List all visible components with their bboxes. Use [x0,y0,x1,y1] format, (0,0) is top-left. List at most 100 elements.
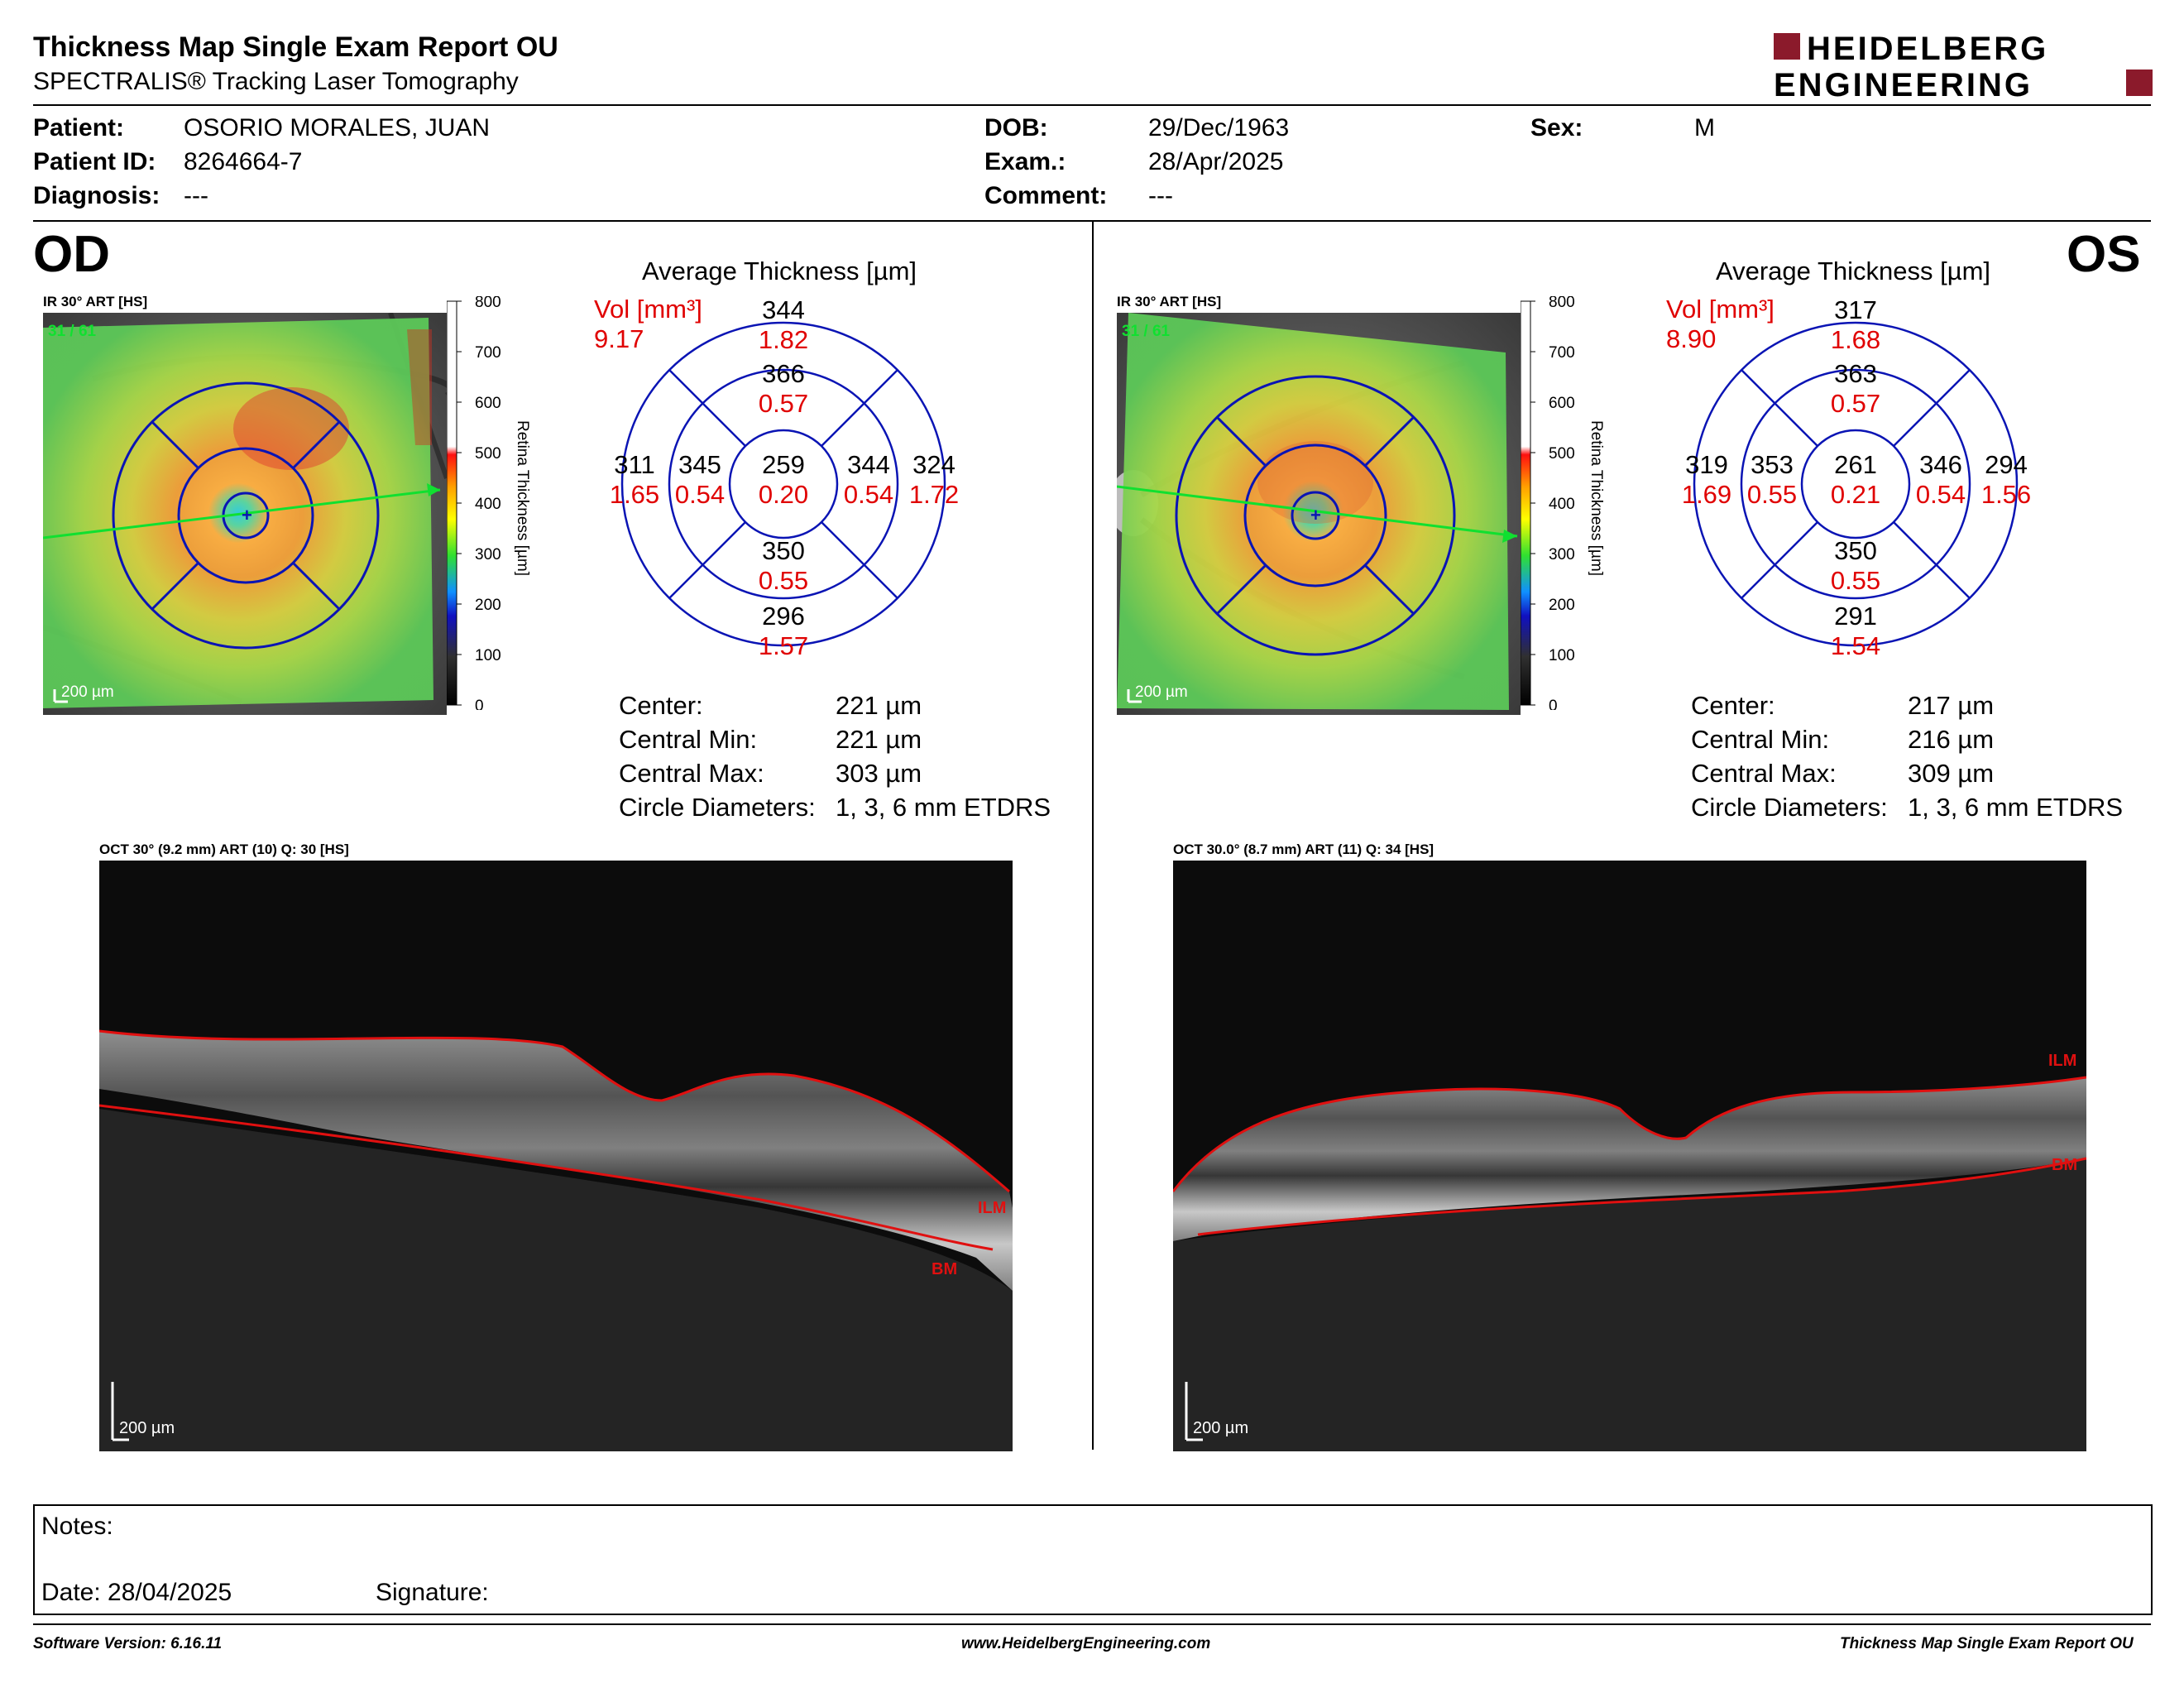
patient-label: Patient: [33,114,125,141]
svg-text:1.57: 1.57 [759,631,808,660]
os-label: OS [2067,226,2141,283]
exam-date: 28/Apr/2025 [1148,148,1284,175]
svg-text:31 / 61: 31 / 61 [1122,323,1171,340]
od-oct-scan: ILM BM 200 µm [98,861,1013,1451]
svg-text:311: 311 [614,450,654,479]
signature-label: Signature: [376,1579,489,1606]
footer-report-title: Thickness Map Single Exam Report OU [1840,1635,2134,1652]
svg-text:31 / 61: 31 / 61 [48,323,97,340]
comment-value: --- [1148,182,1173,209]
heidelberg-logo: HEIDELBERG ENGINEERING [1774,31,2154,103]
svg-text:ILM: ILM [2048,1052,2076,1070]
colorbar-tick-label: 200 [475,597,501,614]
svg-text:259: 259 [762,450,805,479]
svg-text:291: 291 [1834,602,1877,631]
svg-text:1.72: 1.72 [909,480,959,509]
patient-rule [33,220,2151,222]
od-oct-caption: OCT 30° (9.2 mm) ART (10) Q: 30 [HS] [99,842,349,857]
svg-text:344: 344 [847,450,890,479]
notes-date: Date: 28/04/2025 [41,1579,232,1606]
dob-label: DOB: [984,114,1048,141]
software-version: Software Version: 6.16.11 [33,1635,223,1652]
colorbar-tick-label: 600 [1549,395,1575,412]
svg-text:0.54: 0.54 [675,480,725,509]
diagnosis-value: --- [184,182,208,209]
os-avg-title: Average Thickness [µm] [1716,257,1991,285]
svg-text:0.55: 0.55 [759,566,808,595]
svg-text:0.57: 0.57 [1831,389,1880,418]
svg-text:Vol [mm³]: Vol [mm³] [1666,295,1774,324]
eye-divider [1092,222,1094,1450]
notes-label: Notes: [41,1513,113,1540]
sex-value: M [1694,114,1715,141]
svg-text:200 µm: 200 µm [1193,1419,1248,1437]
diagnosis-label: Diagnosis: [33,182,160,209]
colorbar-tick-label: 500 [475,445,501,463]
colorbar-tick-label: 600 [475,395,501,412]
od-ir-caption: IR 30° ART [HS] [43,294,148,309]
colorbar-tick-label: 100 [475,647,501,664]
svg-text:353: 353 [1751,450,1794,479]
od-colorbar: 800 700 600 500 400 300 200 100 0 Retina Thickne… [446,294,538,715]
od-label: OD [33,226,110,283]
svg-text:Retina Thickness [µm]: Retina Thickness [µm] [514,420,531,576]
svg-text:ENGINEERING: ENGINEERING [1774,67,2033,101]
svg-text:0.54: 0.54 [1916,480,1966,509]
svg-text:1.68: 1.68 [1831,325,1880,354]
svg-text:294: 294 [1985,450,2028,479]
os-oct-caption: OCT 30.0° (8.7 mm) ART (11) Q: 34 [HS] [1173,842,1434,857]
report-title: Thickness Map Single Exam Report OU [33,31,558,63]
os-oct-scan: ILM BM 200 µm [1171,861,2087,1451]
colorbar-tick-label: 500 [1549,445,1575,463]
svg-text:0.55: 0.55 [1747,480,1797,509]
svg-text:0.21: 0.21 [1831,480,1880,509]
svg-text:345: 345 [678,450,721,479]
colorbar-tick-label: 700 [1549,344,1575,362]
svg-text:317: 317 [1834,295,1877,324]
notes-box: Notes: Date: 28/04/2025 Signature: [33,1504,2153,1615]
patient-id-label: Patient ID: [33,148,156,175]
svg-text:350: 350 [1834,536,1877,565]
patient-name: OSORIO MORALES, JUAN [184,114,491,141]
svg-text:9.17: 9.17 [594,324,644,353]
colorbar-tick-label: 300 [475,546,501,563]
colorbar-tick-label: 100 [1549,647,1575,664]
svg-text:+: + [242,505,252,525]
svg-text:0.55: 0.55 [1831,566,1880,595]
os-stats: Center: 217 µm Central Min: 216 µm Central… [1691,691,2124,822]
svg-text:366: 366 [762,359,805,388]
svg-text:1.54: 1.54 [1831,631,1880,660]
svg-text:346: 346 [1919,450,1962,479]
colorbar-tick-label: 400 [475,496,501,513]
od-stats: Center: 221 µm Central Min: 221 µm Central… [619,691,1051,822]
header-rule [33,104,2151,106]
svg-text:0.54: 0.54 [844,480,893,509]
colorbar-tick-label: 400 [1549,496,1575,513]
footer-rule [33,1623,2151,1625]
svg-text:261: 261 [1834,450,1877,479]
patient-id: 8264664-7 [184,148,303,175]
colorbar-tick-label: 0 [475,698,484,710]
od-etdrs-grid: Vol [mm³] 9.17 344 1.82 366 0.57 311 1.6… [579,290,1075,670]
dob-value: 29/Dec/1963 [1148,114,1290,141]
colorbar-tick-label: 300 [1549,546,1575,563]
svg-text:0.57: 0.57 [759,389,808,418]
comment-label: Comment: [984,182,1108,209]
colorbar-tick-label: 800 [1549,296,1575,311]
os-colorbar: 800 700 600 500 400 300 200 100 0 Retina Thickne… [1520,294,1612,715]
sex-label: Sex: [1530,114,1583,141]
colorbar-tick-label: 800 [475,296,501,311]
svg-text:HEIDELBERG: HEIDELBERG [1807,31,2048,67]
colorbar-tick-label: 700 [475,344,501,362]
od-thickness-map: + 31 / 61 200 µm [41,312,454,715]
colorbar-tick-label: 200 [1549,597,1575,614]
svg-text:296: 296 [762,602,805,631]
svg-text:344: 344 [762,295,805,324]
svg-text:363: 363 [1834,359,1877,388]
colorbar-tick-label: 0 [1549,698,1558,710]
os-ir-caption: IR 30° ART [HS] [1117,294,1222,309]
svg-text:350: 350 [762,536,805,565]
svg-text:1.82: 1.82 [759,325,808,354]
report-subtitle: SPECTRALIS® Tracking Laser Tomography [33,68,519,95]
website-link[interactable]: www.HeidelbergEngineering.com [961,1635,1211,1652]
